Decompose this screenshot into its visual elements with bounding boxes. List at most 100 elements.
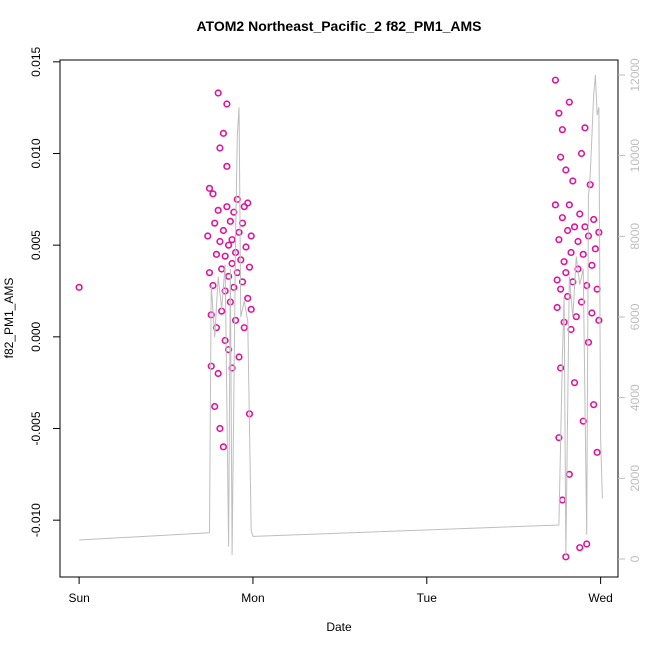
data-point (223, 100, 231, 108)
data-point (226, 217, 234, 225)
data-point (219, 226, 228, 235)
data-point (238, 278, 247, 286)
data-point (555, 434, 563, 442)
data-point (591, 245, 600, 253)
data-point (551, 76, 560, 84)
data-point (245, 263, 254, 271)
data-point (205, 184, 214, 192)
y-tick-label: 0.015 (29, 46, 43, 76)
data-point (567, 248, 575, 257)
data-point (219, 443, 228, 451)
data-point (590, 401, 598, 409)
data-point (223, 203, 231, 211)
data-point (221, 336, 229, 345)
data-point (207, 362, 215, 370)
data-point (75, 283, 83, 291)
data-point (588, 309, 596, 317)
data-point (211, 402, 219, 411)
data-point (562, 269, 570, 277)
data-point (577, 149, 586, 158)
plot-frame (59, 59, 619, 578)
data-point (579, 250, 587, 258)
data-point (218, 265, 226, 273)
chart-title: ATOM2 Northeast_Pacific_2 f82_PM1_AMS (196, 18, 481, 34)
y-tick-label: 0.000 (29, 321, 43, 351)
altitude-line (79, 74, 603, 555)
data-point (230, 283, 238, 291)
data-point (225, 241, 233, 249)
data-point (214, 89, 222, 97)
data-point (583, 281, 591, 290)
data-point (581, 124, 589, 132)
data-point (595, 228, 603, 236)
data-point (560, 258, 568, 266)
data-point (595, 316, 603, 324)
data-point (216, 237, 224, 246)
data-point (562, 166, 570, 174)
data-point (223, 162, 231, 170)
data-point (569, 177, 577, 185)
data-point (240, 324, 248, 332)
y-tick-label: 0.010 (29, 138, 43, 168)
data-point (216, 424, 224, 433)
y-tick-label: 0.005 (29, 230, 43, 260)
data-point (583, 540, 591, 548)
x-tick-label: Mon (241, 591, 264, 605)
data-point (218, 307, 226, 315)
y2-tick-label: 12000 (628, 58, 642, 92)
data-point (572, 313, 580, 321)
data-point (233, 195, 241, 203)
data-point (211, 219, 219, 227)
data-point (230, 208, 238, 216)
data-point (216, 144, 224, 152)
data-point (586, 181, 594, 189)
data-point (555, 236, 563, 244)
data-point (244, 294, 252, 302)
data-point (225, 272, 233, 280)
data-point (235, 228, 243, 236)
data-point (247, 305, 255, 313)
data-point (553, 276, 561, 284)
data-point (242, 243, 250, 251)
data-point (558, 496, 566, 504)
data-point (577, 298, 586, 306)
data-point (557, 285, 565, 293)
data-point (574, 237, 582, 246)
data-point (563, 226, 572, 235)
x-tick-label: Sun (68, 591, 89, 605)
data-point (557, 153, 565, 161)
data-point (558, 126, 566, 134)
data-point (576, 210, 584, 218)
data-point (581, 223, 589, 231)
x-tick-label: Wed (588, 591, 612, 605)
data-point (214, 206, 222, 214)
data-point (205, 269, 214, 277)
data-point (235, 353, 243, 361)
y2-tick-label: 4000 (628, 384, 642, 411)
data-point (593, 285, 601, 293)
data-point (579, 417, 587, 425)
data-point (228, 236, 236, 244)
data-point (570, 223, 579, 231)
data-point (209, 281, 217, 290)
y-axis-label: f82_PM1_AMS (2, 278, 16, 359)
x-axis-label: Date (326, 620, 352, 634)
data-point (590, 215, 598, 224)
data-point (244, 199, 252, 207)
data-point (238, 219, 247, 227)
y2-tick-label: 8000 (628, 223, 642, 250)
y2-tick-label: 6000 (628, 303, 642, 330)
data-point (204, 232, 212, 240)
data-point (247, 232, 255, 240)
data-point (212, 250, 221, 258)
y-tick-label: -0.010 (29, 503, 43, 537)
data-point (565, 201, 573, 209)
data-point (214, 369, 222, 378)
data-point (555, 109, 563, 117)
data-point (576, 544, 584, 552)
y2-tick-label: 0 (628, 555, 642, 562)
data-point (553, 303, 561, 312)
data-point (565, 98, 573, 106)
y-tick-label: -0.005 (29, 411, 43, 445)
data-point (570, 379, 579, 387)
